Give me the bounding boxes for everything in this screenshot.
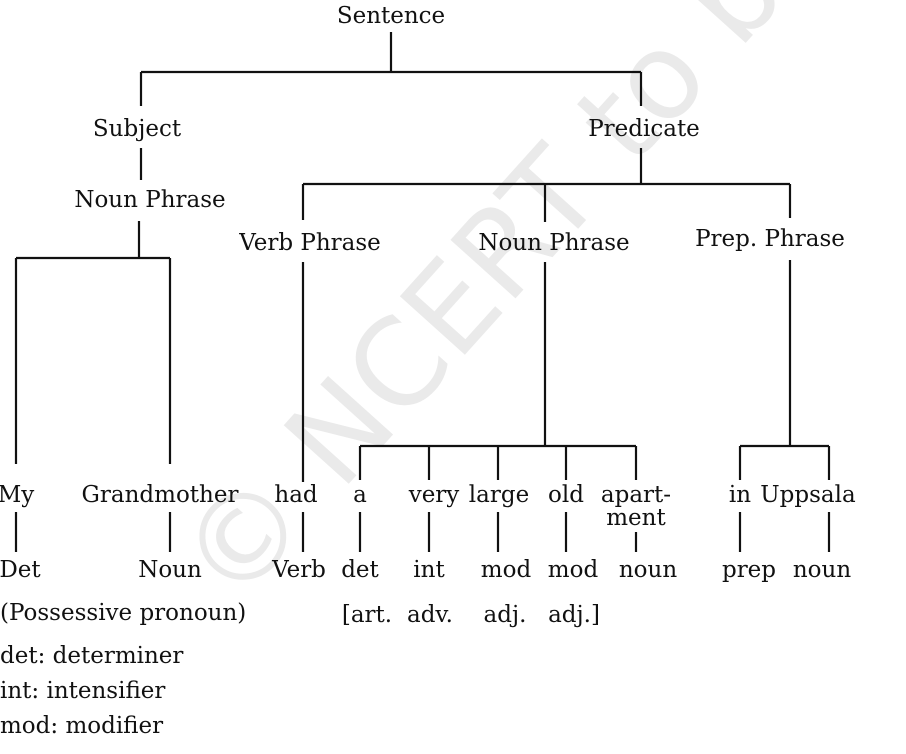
tag-prep-in: prep [722, 557, 776, 583]
word-very: very [408, 482, 460, 508]
node-prep-phrase: Prep. Phrase [695, 226, 845, 252]
word-grandmother: Grandmother [82, 482, 239, 508]
watermark: © NCERT to be republished [153, 0, 906, 629]
node-subject: Subject [93, 116, 182, 142]
legend-mod: mod: modifier [0, 713, 163, 739]
tag-noun-apartment: noun [619, 557, 677, 583]
tag-mod-large: mod [481, 557, 532, 583]
note-adv: adv. [407, 602, 453, 628]
word-my: My [0, 482, 34, 508]
tag-noun-grandmother: Noun [138, 557, 202, 583]
tag-int-very: int [413, 557, 445, 583]
tag-det-my: Det [0, 557, 41, 583]
legend-int: int: intensifier [0, 678, 165, 704]
node-predicate: Predicate [588, 116, 700, 142]
note-adj-closing: adj.] [548, 602, 600, 628]
node-object-noun-phrase: Noun Phrase [478, 230, 629, 256]
word-in: in [729, 482, 751, 508]
node-verb-phrase: Verb Phrase [238, 230, 381, 256]
word-uppsala: Uppsala [760, 482, 856, 508]
node-sentence: Sentence [337, 3, 445, 29]
word-apartment-continued: ment [606, 505, 666, 531]
tag-verb-had: Verb [271, 557, 326, 583]
word-apartment: apart- [601, 482, 671, 508]
note-art: [art. [342, 602, 392, 628]
note-possessive-pronoun: (Possessive pronoun) [0, 600, 246, 626]
word-a: a [353, 482, 367, 508]
legend-det: det: determiner [0, 643, 183, 669]
note-adj: adj. [484, 602, 527, 628]
tag-noun-uppsala: noun [793, 557, 851, 583]
tag-det-a: det [341, 557, 379, 583]
word-large: large [469, 482, 529, 508]
word-had: had [274, 482, 318, 508]
word-old: old [548, 482, 584, 508]
tag-mod-old: mod [548, 557, 599, 583]
node-subject-noun-phrase: Noun Phrase [74, 187, 225, 213]
tree-lines [14, 32, 831, 552]
